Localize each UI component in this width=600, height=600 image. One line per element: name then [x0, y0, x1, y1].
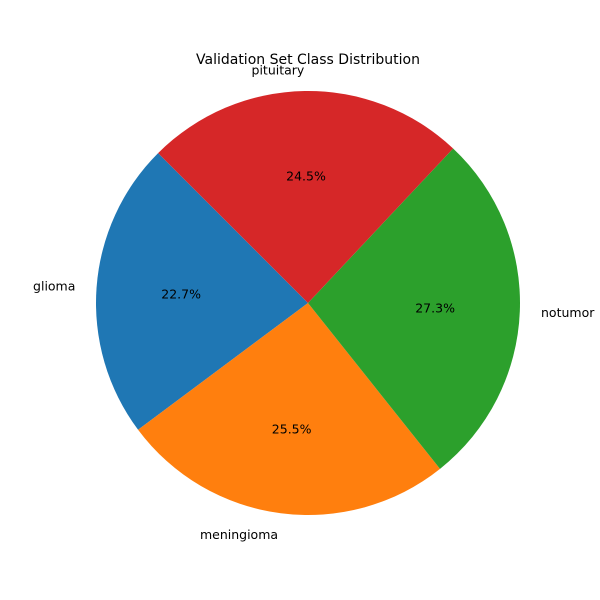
pie-category-label-pituitary: pituitary [252, 62, 305, 77]
pie-pct-label-notumor: 27.3% [415, 301, 455, 316]
pie-pct-label-meningioma: 25.5% [272, 422, 312, 437]
pie-pct-label-pituitary: 24.5% [286, 168, 326, 183]
pie-labels: 22.7% glioma 25.5% meningioma 27.3% notumor 24… [33, 62, 595, 541]
pie-pct-label-glioma: 22.7% [161, 286, 201, 301]
pie-category-label-notumor: notumor [541, 305, 595, 320]
pie-slice-meningioma [138, 303, 441, 515]
pie-slice-glioma [95, 153, 308, 430]
pie-slice-pituitary [158, 91, 454, 303]
pie-slices [95, 91, 520, 515]
pie-category-label-glioma: glioma [33, 279, 75, 294]
chart-title: Validation Set Class Distribution [196, 52, 420, 68]
pie-category-label-meningioma: meningioma [200, 527, 278, 542]
pie-slice-notumor [308, 148, 520, 469]
